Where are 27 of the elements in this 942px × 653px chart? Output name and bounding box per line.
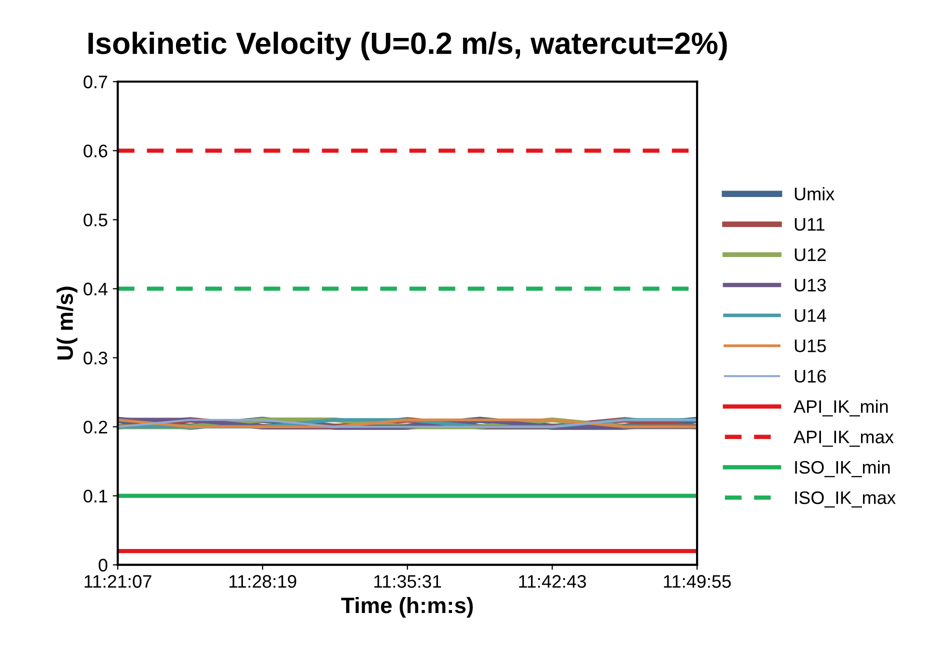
chart-title: Isokinetic Velocity (U=0.2 m/s, watercut=2%) [88,32,727,60]
x-axis-title: Time (h:m:s) [341,596,473,618]
y-tick-label: 0.2 [84,420,108,434]
y-tick-label: 0 [98,558,108,572]
x-tick-label: 11:35:31 [374,575,442,588]
x-tick-label: 11:42:43 [519,575,586,588]
legend-label: API_IK_max [794,430,894,447]
y-axis-title: U( m/s) [56,286,78,360]
x-tick-label: 11:28:19 [229,575,296,588]
legend-label: U15 [794,340,826,352]
legend-label: ISO_IK_min [795,460,890,478]
legend-label: ISO_IK_max [795,491,896,508]
legend-label: U14 [794,309,826,322]
y-tick-label: 0.6 [84,144,108,158]
y-tick-label: 0.4 [84,282,108,296]
legend-label: API_IK_min [794,400,888,416]
x-tick-label: 11:49:55 [664,575,731,588]
legend-label: U12 [794,248,826,262]
y-tick-label: 0.5 [84,214,108,226]
legend-label: Umix [794,187,834,200]
y-tick-label: 0.3 [84,352,108,364]
legend-label: U13 [794,278,826,292]
y-tick-label: 0.7 [84,76,108,88]
y-tick-label: 0.1 [84,490,108,503]
legend-label: U11 [794,218,824,231]
legend-label: U16 [794,370,826,383]
x-tick-label: 11:21:07 [84,575,152,588]
